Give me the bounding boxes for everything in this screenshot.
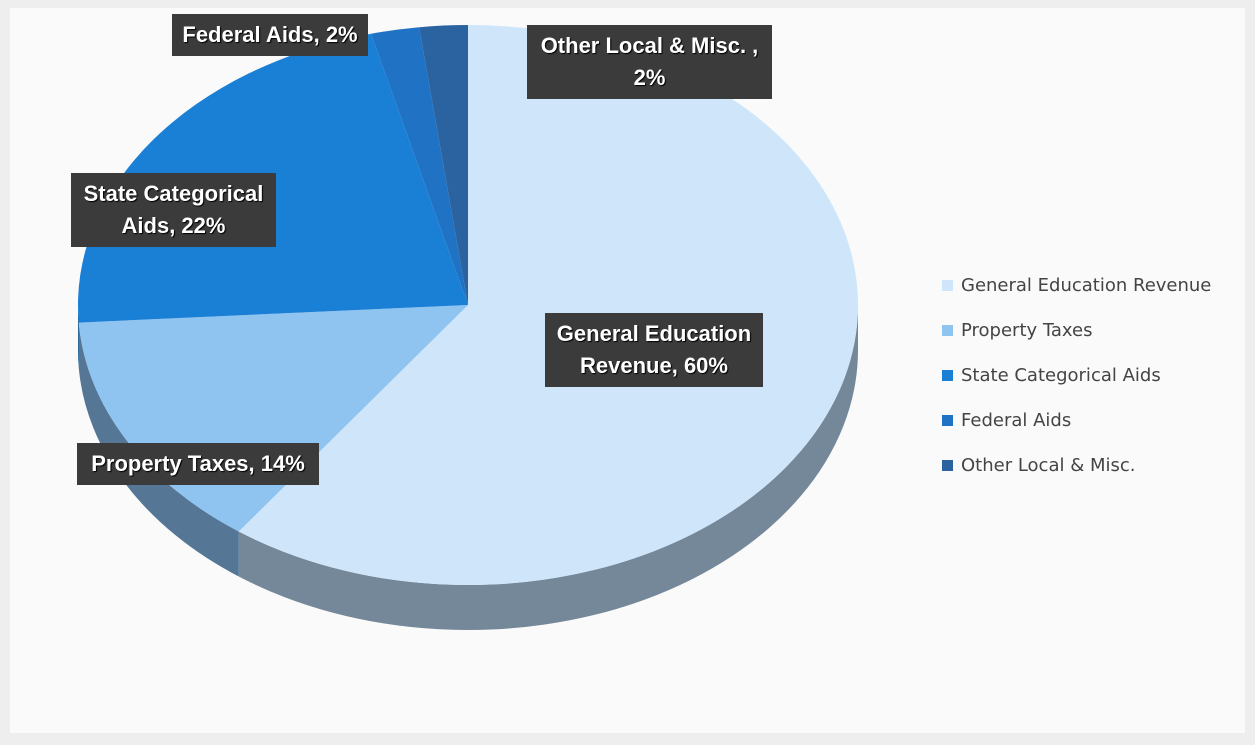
slice-side-shade <box>238 305 859 630</box>
slice-side-shade <box>78 305 79 368</box>
legend-swatch <box>942 460 953 471</box>
legend-swatch <box>942 415 953 426</box>
legend-item: Other Local & Misc. <box>942 455 1136 476</box>
legend-item: Federal Aids <box>942 410 1071 431</box>
legend-label: Federal Aids <box>961 410 1072 431</box>
legend-item: State Categorical Aids <box>942 365 1161 386</box>
slice-side-shade <box>78 322 239 577</box>
legend-item: Property Taxes <box>942 320 1092 341</box>
data-label: State Categorical Aids, 22% <box>71 173 276 247</box>
legend-label: Other Local & Misc. <box>961 455 1136 476</box>
legend-swatch <box>942 280 953 291</box>
data-label: Other Local & Misc. , 2% <box>527 25 772 99</box>
data-label: Property Taxes, 14% <box>77 443 319 485</box>
legend-swatch <box>942 370 953 381</box>
slice <box>419 25 468 305</box>
slice <box>238 25 859 585</box>
legend-swatch <box>942 325 953 336</box>
legend-label: Property Taxes <box>961 320 1093 341</box>
data-label: General Education Revenue, 60% <box>545 313 763 387</box>
legend-item: General Education Revenue <box>942 275 1211 296</box>
legend-label: General Education Revenue <box>961 275 1212 296</box>
legend-label: State Categorical Aids <box>961 365 1161 386</box>
data-label: Federal Aids, 2% <box>172 14 368 56</box>
slice <box>371 27 468 305</box>
